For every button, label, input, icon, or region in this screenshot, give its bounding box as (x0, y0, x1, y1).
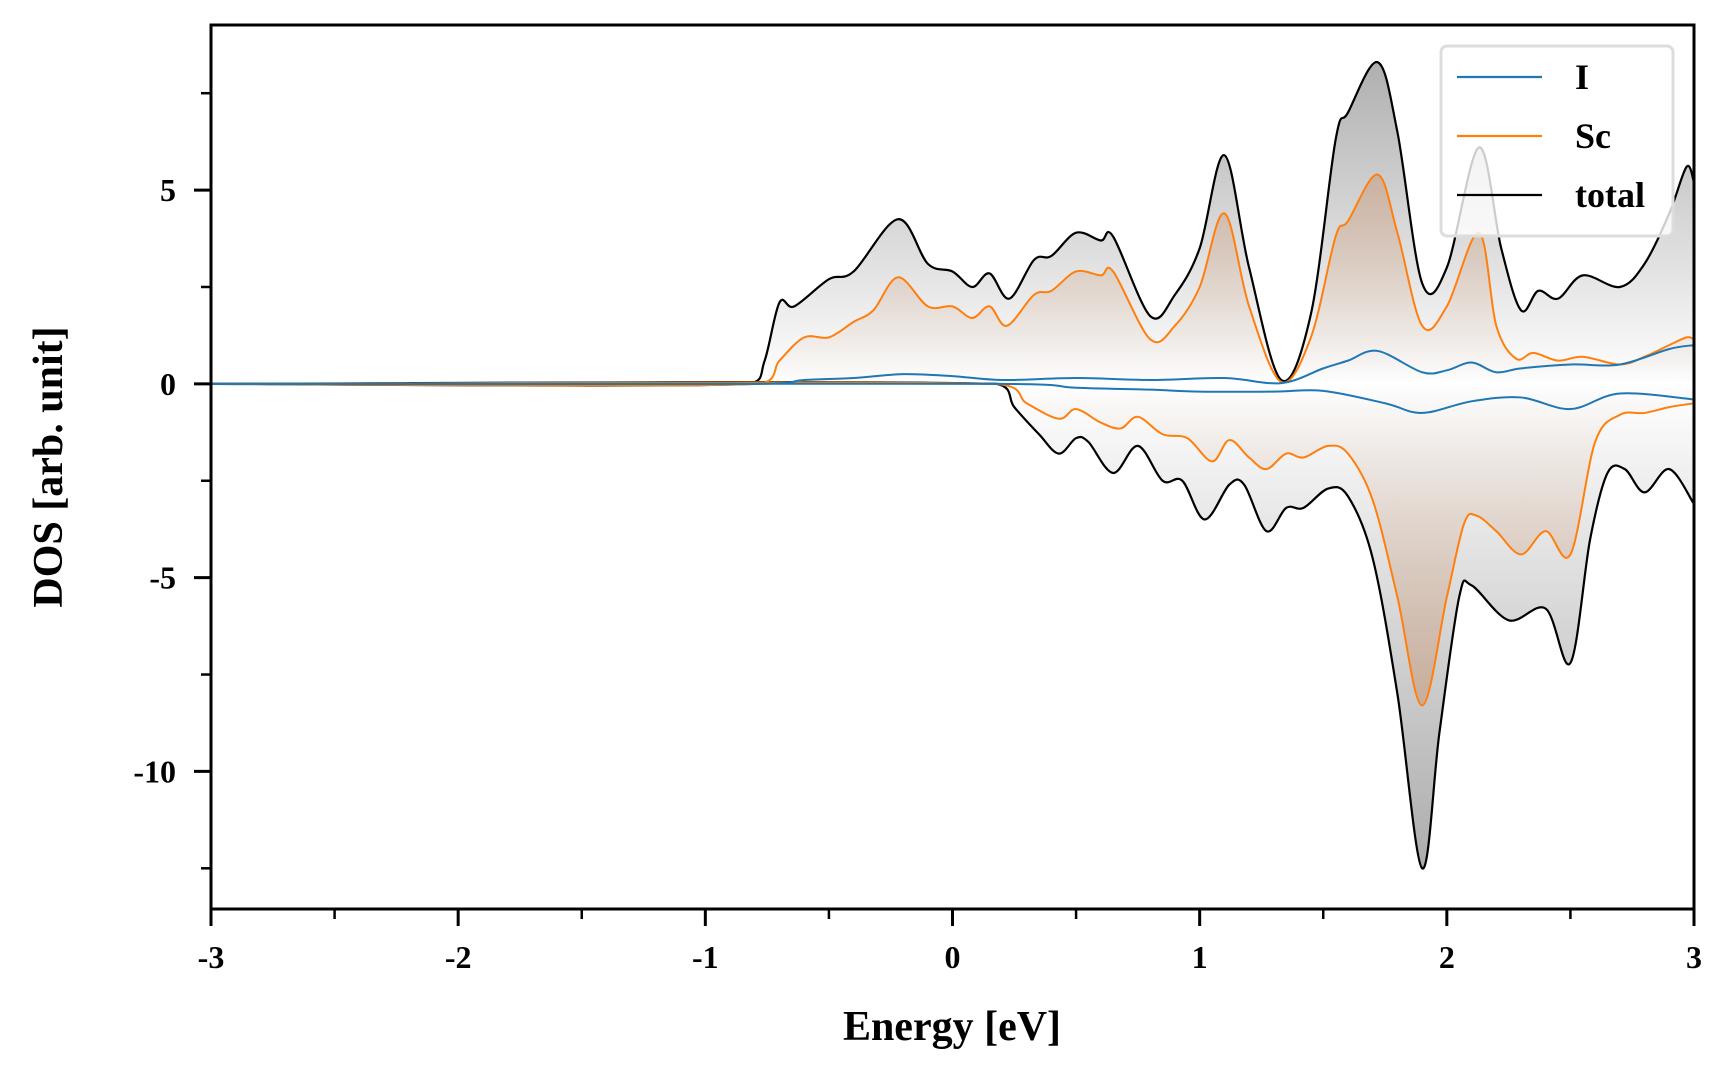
i-up-line (210, 344, 1695, 386)
x-tick-label: -3 (198, 939, 225, 975)
legend: I Sc total (1439, 44, 1675, 238)
y-axis-label: DOS [arb. unit] (26, 326, 72, 607)
y-tick-label: 0 (160, 366, 176, 402)
legend-label-total: total (1575, 175, 1645, 215)
x-tick-label: 1 (1192, 939, 1208, 975)
x-tick-label: 3 (1686, 939, 1702, 975)
i-up-fill (211, 345, 1694, 385)
legend-box (1439, 44, 1675, 238)
y-axis: -10 -5 0 5 (133, 91, 211, 870)
sc-down-fill (211, 382, 1694, 706)
total-down-line (210, 381, 1695, 870)
x-tick-label: -2 (445, 939, 472, 975)
i-down-line (210, 382, 1695, 414)
total-up-line (210, 61, 1696, 387)
fill-areas (211, 62, 1694, 869)
sc-up-line (210, 173, 1695, 387)
y-tick-label: 5 (160, 172, 176, 208)
y-tick-label: -5 (149, 560, 176, 596)
x-tick-label: -1 (692, 939, 719, 975)
legend-label-sc: Sc (1575, 116, 1611, 156)
x-tick-label: 2 (1439, 939, 1455, 975)
i-down-fill (211, 383, 1694, 413)
x-axis-label: Energy [eV] (843, 1004, 1061, 1050)
y-tick-label: -10 (133, 753, 176, 789)
sc-up-fill (211, 174, 1694, 386)
x-axis: -3 -2 -1 0 1 2 3 (198, 909, 1702, 975)
legend-label-i: I (1575, 57, 1589, 97)
x-tick-label: 0 (945, 939, 961, 975)
sc-down-line (210, 381, 1695, 707)
series-lines (210, 61, 1696, 870)
